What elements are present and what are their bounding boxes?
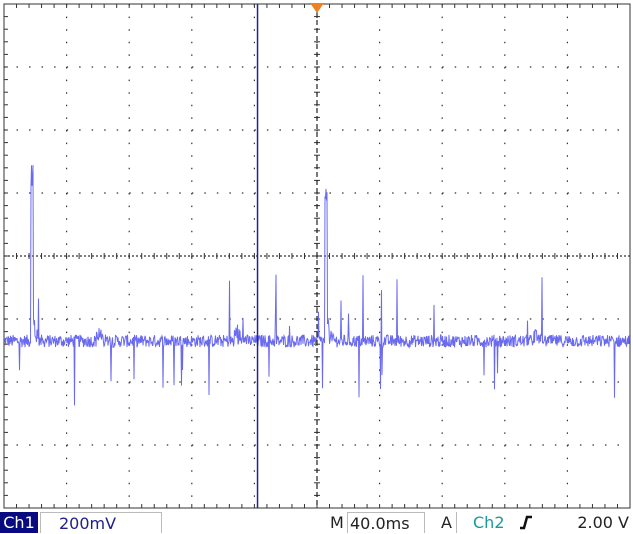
status-bar: Ch1 200mV M 40.0ms A Ch2 2.00 V [0, 512, 633, 534]
oscilloscope-display [3, 3, 631, 509]
rising-edge-icon [520, 515, 532, 530]
timebase-label: M [330, 513, 344, 532]
trigger-info: Ch2 2.00 V [456, 512, 633, 533]
trigger-source: Ch2 [473, 513, 505, 532]
trigger-position-marker[interactable] [310, 3, 324, 13]
channel-badge[interactable]: Ch1 [0, 512, 38, 533]
timebase-value: 40.0ms [347, 512, 425, 533]
trigger-level: 2.00 V [577, 513, 629, 532]
vertical-scale: 200mV [40, 512, 162, 533]
trigger-mode: A [441, 513, 452, 532]
